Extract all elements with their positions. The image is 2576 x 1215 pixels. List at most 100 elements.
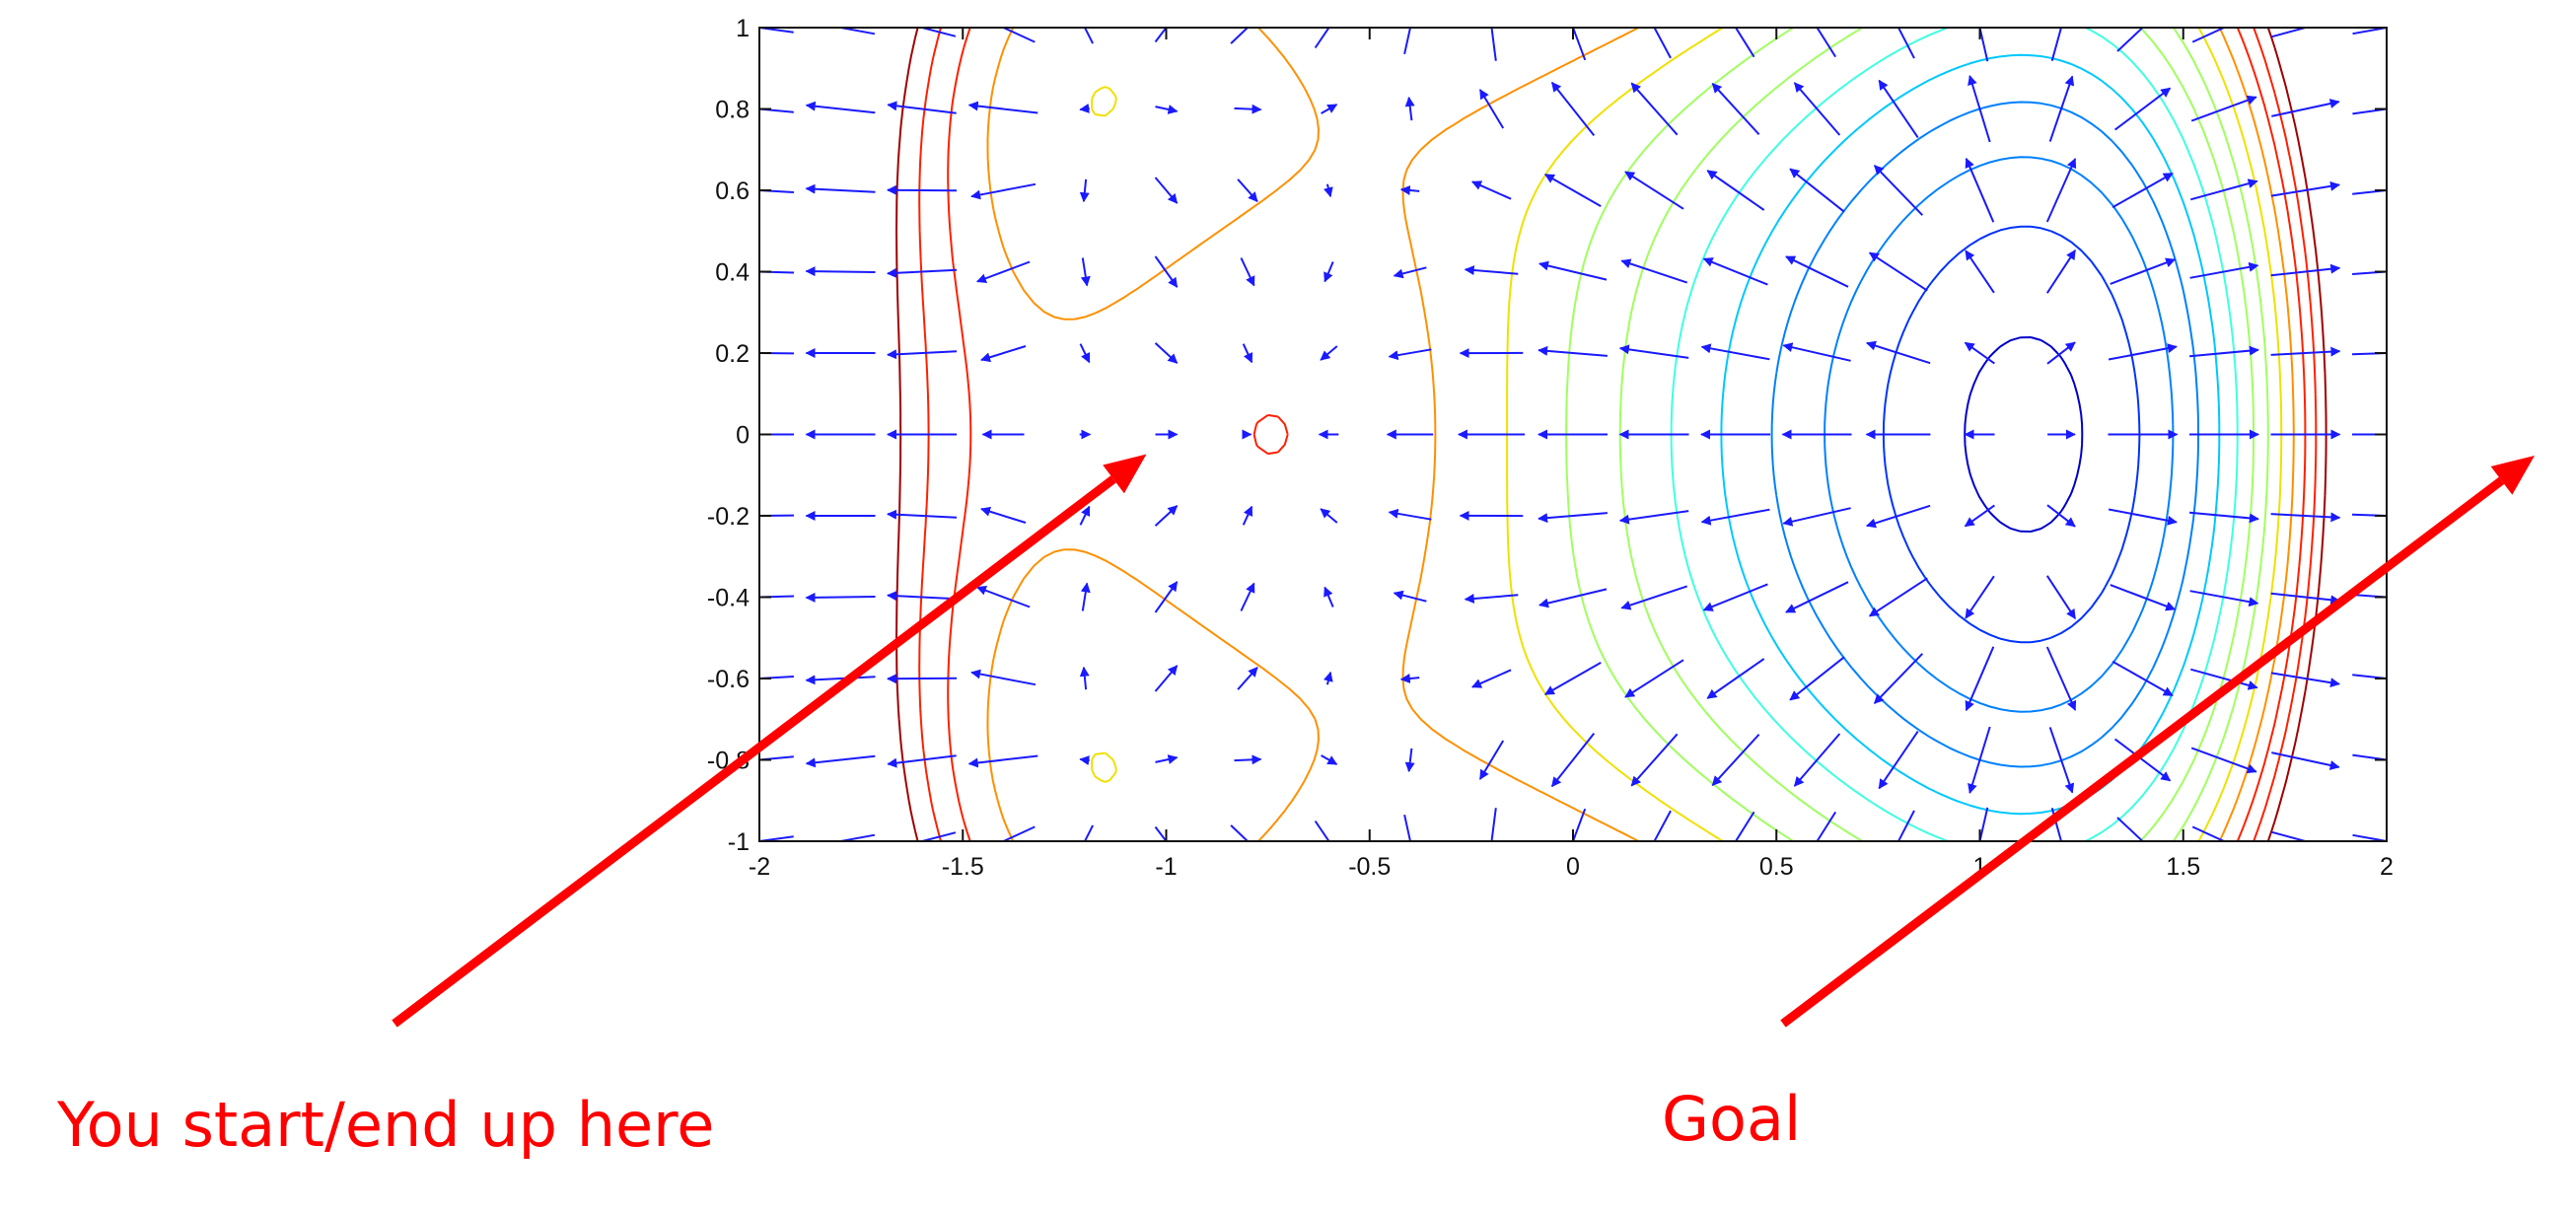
- vector-arrow: [1571, 28, 1587, 61]
- contour-line: [918, 28, 2318, 841]
- vector-arrow: [1865, 504, 1931, 529]
- vector-arrow: [1896, 28, 1915, 59]
- vector-arrow: [1653, 28, 1672, 59]
- vector-arrow: [2191, 825, 2227, 841]
- vector-arrow: [1478, 740, 1505, 780]
- vector-arrow: [1083, 824, 1094, 841]
- vector-arrow: [1711, 82, 1760, 135]
- vector-arrow: [1630, 82, 1679, 136]
- vector-arrow: [1789, 656, 1845, 701]
- vector-arrow: [1865, 340, 1931, 365]
- contour-line: [1720, 53, 2221, 816]
- vector-arrow: [970, 182, 1037, 200]
- vector-arrow: [806, 833, 876, 841]
- vector-arrow: [1404, 748, 1415, 773]
- vector-arrow: [1789, 168, 1845, 213]
- contour-line: [1670, 28, 2239, 841]
- contour-line: [1824, 156, 2175, 713]
- vector-arrow: [1393, 266, 1427, 279]
- vector-arrow: [1314, 28, 1330, 49]
- vector-arrow: [1154, 28, 1168, 43]
- vector-arrow: [805, 754, 876, 768]
- vector-arrow: [1965, 575, 1995, 619]
- vector-arrow: [2351, 351, 2387, 356]
- contour-line: [1618, 28, 2255, 841]
- vector-arrow: [2111, 172, 2174, 209]
- vector-arrow: [887, 101, 957, 114]
- vector-arrow: [1320, 345, 1338, 361]
- vector-arrow: [887, 509, 958, 520]
- vector-arrow: [1154, 825, 1168, 841]
- vector-arrow: [2045, 158, 2077, 223]
- vector-arrow: [2271, 99, 2340, 117]
- vector-arrow: [1490, 808, 1497, 841]
- vector-arrow: [2113, 738, 2172, 782]
- goal-pointer-arrow: [1780, 456, 2535, 1028]
- vector-arrow: [1079, 343, 1091, 364]
- vector-arrow: [1321, 104, 1338, 114]
- vector-arrow: [2352, 594, 2387, 599]
- vector-arrow: [1873, 165, 1924, 216]
- vector-arrow: [1470, 180, 1512, 200]
- vector-arrow: [1324, 671, 1333, 685]
- vector-arrow: [1965, 157, 1995, 223]
- goal-annotation-label: Goal: [1662, 1083, 1801, 1155]
- vector-arrow: [975, 260, 1031, 284]
- vector-arrow: [1464, 265, 1519, 276]
- vector-arrow: [759, 676, 794, 680]
- vector-arrow: [1321, 754, 1338, 765]
- contour-line: [1091, 28, 2283, 841]
- vector-arrow: [1240, 257, 1255, 287]
- contour-line: [1964, 336, 2084, 533]
- x-tick-label: -2: [749, 853, 770, 881]
- vector-arrow: [2271, 751, 2340, 770]
- axis-ticks: -2 -1.5 -1 -0.5 0 0.5 1 1.5 210.80.60.40.20-0.2-…: [707, 15, 2394, 881]
- vector-arrow: [2191, 28, 2227, 43]
- vector-arrow: [1154, 581, 1179, 613]
- vector-arrow: [1782, 342, 1851, 362]
- vector-arrow: [2108, 343, 2178, 361]
- vector-arrow: [2111, 660, 2174, 697]
- vector-arrow: [1154, 342, 1179, 364]
- vector-arrow: [1700, 508, 1770, 526]
- vector-arrow: [1464, 593, 1519, 604]
- vector-arrow: [1320, 508, 1338, 524]
- vector-arrow: [1878, 79, 1919, 138]
- vector-arrow: [2116, 28, 2144, 52]
- vector-arrow: [759, 595, 795, 599]
- vector-arrow: [1404, 96, 1415, 121]
- vector-arrow: [2352, 188, 2387, 195]
- vector-arrow: [1965, 250, 1995, 294]
- vector-arrow: [1873, 653, 1924, 704]
- vector-arrow: [1080, 582, 1091, 611]
- vector-arrow: [980, 506, 1027, 524]
- x-tick-label: -1: [1155, 853, 1177, 881]
- vector-arrow: [1403, 814, 1412, 841]
- vector-arrow: [1782, 507, 1851, 527]
- y-tick-label: 0: [736, 422, 750, 450]
- vector-arrow: [1324, 183, 1333, 198]
- vector-arrow: [805, 101, 876, 114]
- vector-arrow: [759, 188, 794, 193]
- vector-arrow: [2189, 261, 2259, 279]
- vector-arrow: [2110, 584, 2177, 611]
- vector-arrow: [1490, 28, 1497, 61]
- vector-arrow: [1234, 104, 1262, 114]
- vector-arrow: [1978, 28, 1989, 62]
- y-tick-label: 1: [736, 15, 750, 42]
- vector-arrow: [2271, 28, 2310, 38]
- vector-arrow: [1324, 261, 1334, 283]
- vector-arrow: [1543, 662, 1602, 695]
- vector-arrow: [1230, 824, 1250, 841]
- vector-arrow: [1706, 658, 1765, 699]
- vector-arrow: [1624, 659, 1684, 698]
- vector-arrow: [1538, 512, 1608, 524]
- vector-arrow: [1624, 171, 1684, 210]
- vector-arrow: [759, 755, 794, 761]
- vector-arrow: [1868, 577, 1928, 617]
- vector-arrow: [1080, 257, 1091, 287]
- vector-arrow: [1393, 590, 1427, 603]
- vector-arrow: [1237, 667, 1258, 690]
- vector-arrow: [887, 349, 958, 360]
- y-tick-label: -0.2: [707, 503, 750, 531]
